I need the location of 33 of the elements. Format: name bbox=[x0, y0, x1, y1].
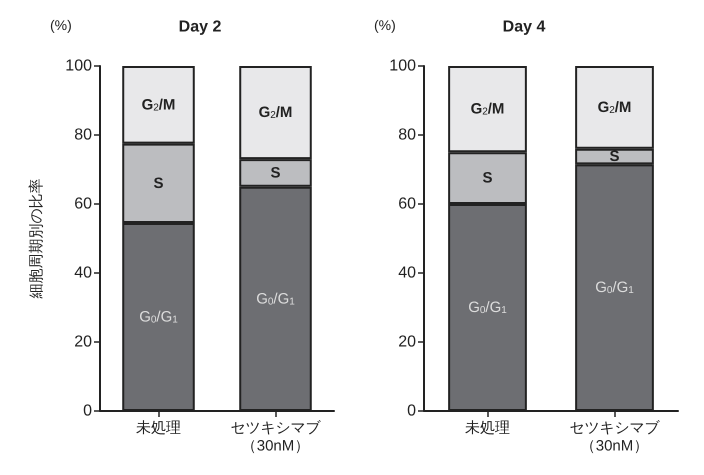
x-tick-label: 未処理 bbox=[136, 420, 181, 436]
y-tick-label: 0 bbox=[83, 402, 92, 420]
y-tick-label: 100 bbox=[65, 58, 92, 74]
y-tick-label: 20 bbox=[398, 334, 416, 350]
series-label: G0/G1 bbox=[256, 290, 296, 308]
series-label: S bbox=[609, 148, 620, 166]
x-tick-label: セツキシマブ（30nM） bbox=[230, 420, 322, 454]
text: (%) bbox=[50, 17, 72, 33]
text: G0/G1 bbox=[139, 308, 178, 326]
text: S bbox=[482, 170, 493, 187]
series-label: G2/M bbox=[598, 98, 632, 116]
y-tick-label: 60 bbox=[74, 196, 92, 212]
y-tick-label: 20 bbox=[74, 334, 92, 350]
text: (%) bbox=[374, 17, 396, 33]
series-label: G0/G1 bbox=[595, 279, 634, 296]
y-tick-label: 100 bbox=[389, 58, 416, 74]
series-label: G2/M bbox=[258, 104, 292, 122]
y-tick-label: 40 bbox=[398, 264, 416, 282]
series-label: S bbox=[270, 164, 281, 182]
text: G2/M bbox=[470, 100, 504, 118]
y-axis-title: 細胞周期別の比率 bbox=[28, 178, 45, 300]
text: G2/M bbox=[142, 96, 176, 114]
chart-title: Day 2 bbox=[178, 18, 222, 36]
x-tick-label: 未処理 bbox=[465, 420, 510, 436]
y-tick-label: 40 bbox=[74, 264, 92, 282]
y-tick-label: 0 bbox=[407, 402, 416, 420]
text: G0/G1 bbox=[468, 299, 507, 316]
x-tick-label: セツキシマブ（30nM） bbox=[570, 420, 660, 454]
chart-title: Day 4 bbox=[502, 18, 546, 36]
y-tick-label: 60 bbox=[398, 196, 416, 212]
y-tick-label: 80 bbox=[74, 126, 92, 144]
text: S bbox=[153, 174, 164, 192]
y-tick-label: 80 bbox=[398, 126, 416, 144]
